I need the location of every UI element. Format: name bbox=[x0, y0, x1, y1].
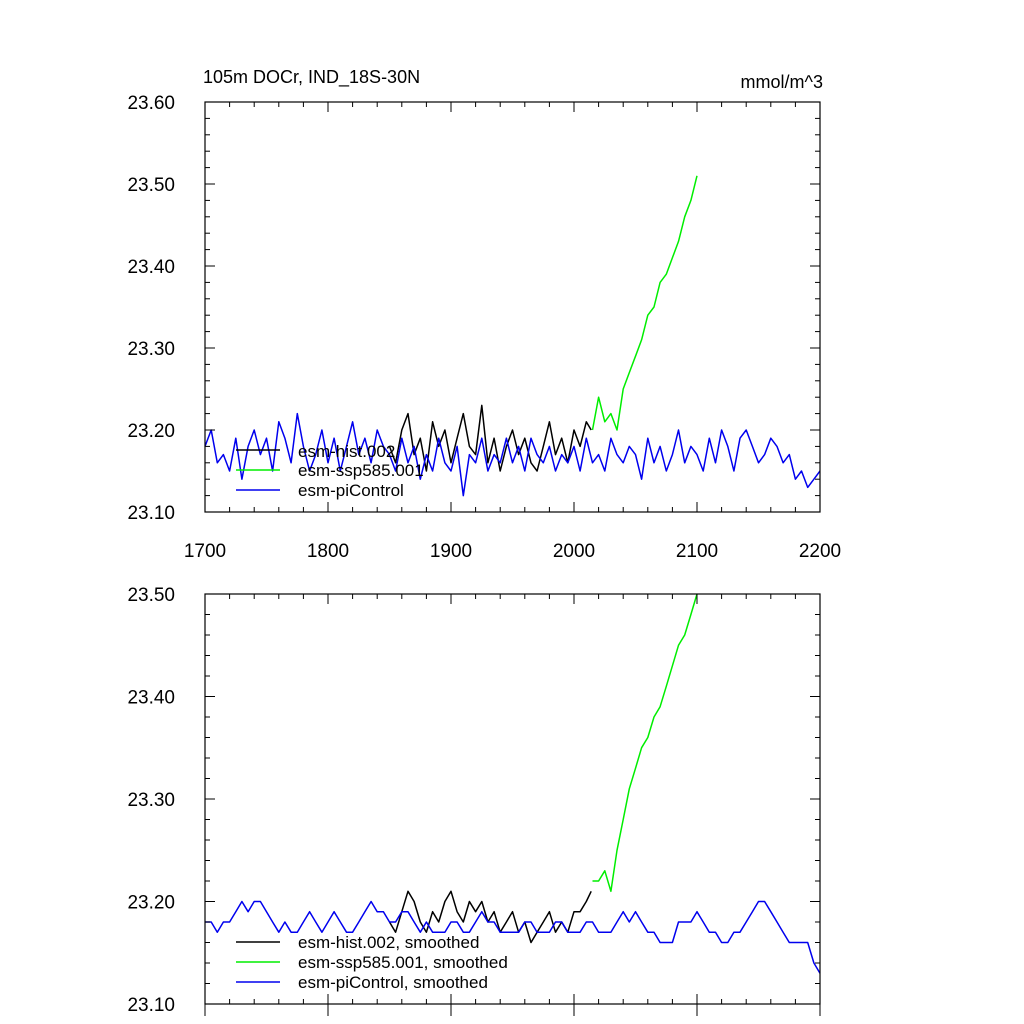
top-x-tick-label: 1800 bbox=[307, 541, 349, 562]
bottom-legend-label-pi: esm-piControl, smoothed bbox=[298, 973, 488, 992]
bottom-legend-label-ssp: esm-ssp585.001, smoothed bbox=[298, 953, 508, 972]
top-x-tick-label: 1700 bbox=[184, 541, 226, 562]
top-panel-legend: esm-hist.002 esm-ssp585.001 esm-piContro… bbox=[236, 442, 424, 500]
top-panel-x-axis: 1700 1800 1900 2000 2100 2200 bbox=[184, 102, 841, 562]
bottom-y-tick-label: 23.30 bbox=[127, 790, 175, 811]
bottom-panel-series bbox=[205, 593, 821, 974]
bottom-series-line-ssp bbox=[592, 593, 698, 893]
bottom-panel-legend: esm-hist.002, smoothed esm-ssp585.001, s… bbox=[236, 933, 508, 992]
top-x-tick-label: 2100 bbox=[676, 541, 718, 562]
top-panel-frame bbox=[204, 101, 821, 513]
top-x-tick-label: 1900 bbox=[430, 541, 472, 562]
top-legend-label-hist: esm-hist.002 bbox=[298, 442, 395, 461]
bottom-panel-y-axis: 23.10 23.20 23.30 23.40 23.50 bbox=[127, 585, 820, 1016]
top-panel-title: 105m DOCr, IND_18S-30N bbox=[203, 67, 420, 88]
top-panel: 105m DOCr, IND_18S-30N mmol/m^3 23.1023.… bbox=[127, 67, 841, 562]
top-panel-y-axis: 23.10 23.20 23.30 23.40 23.50 23.60 bbox=[127, 93, 820, 524]
bottom-y-tick-label: 23.10 bbox=[127, 995, 175, 1016]
bottom-y-tick-label: 23.20 bbox=[127, 893, 175, 914]
top-panel-series bbox=[204, 175, 821, 497]
top-legend-label-pi: esm-piControl bbox=[298, 481, 404, 500]
bottom-panel-x-axis bbox=[204, 594, 821, 1016]
top-x-tick-label: 2000 bbox=[553, 541, 595, 562]
top-y-tick-label: 23.60 bbox=[127, 93, 175, 114]
bottom-panel: 23.10 23.20 23.30 23.40 23.50 esm-hist.002, … bbox=[127, 585, 821, 1016]
top-y-tick-label: 23.40 bbox=[127, 257, 175, 278]
top-series-line-ssp bbox=[591, 175, 698, 431]
top-y-tick-label: 23.50 bbox=[127, 175, 175, 196]
top-series-line-pi bbox=[204, 412, 821, 497]
bottom-y-tick-label: 23.50 bbox=[127, 585, 175, 606]
top-series-line-hist bbox=[388, 404, 592, 472]
top-y-tick-label: 23.10 bbox=[127, 503, 175, 524]
bottom-y-tick-label: 23.40 bbox=[127, 688, 175, 709]
top-y-tick-label: 23.20 bbox=[127, 421, 175, 442]
bottom-panel-frame bbox=[204, 593, 821, 1005]
top-panel-units: mmol/m^3 bbox=[741, 72, 823, 92]
top-x-tick-label: 2200 bbox=[799, 541, 841, 562]
top-legend-label-ssp: esm-ssp585.001 bbox=[298, 461, 424, 480]
top-y-tick-label: 23.30 bbox=[127, 339, 175, 360]
bottom-legend-label-hist: esm-hist.002, smoothed bbox=[298, 933, 479, 952]
bottom-series-line-pi bbox=[205, 900, 821, 974]
